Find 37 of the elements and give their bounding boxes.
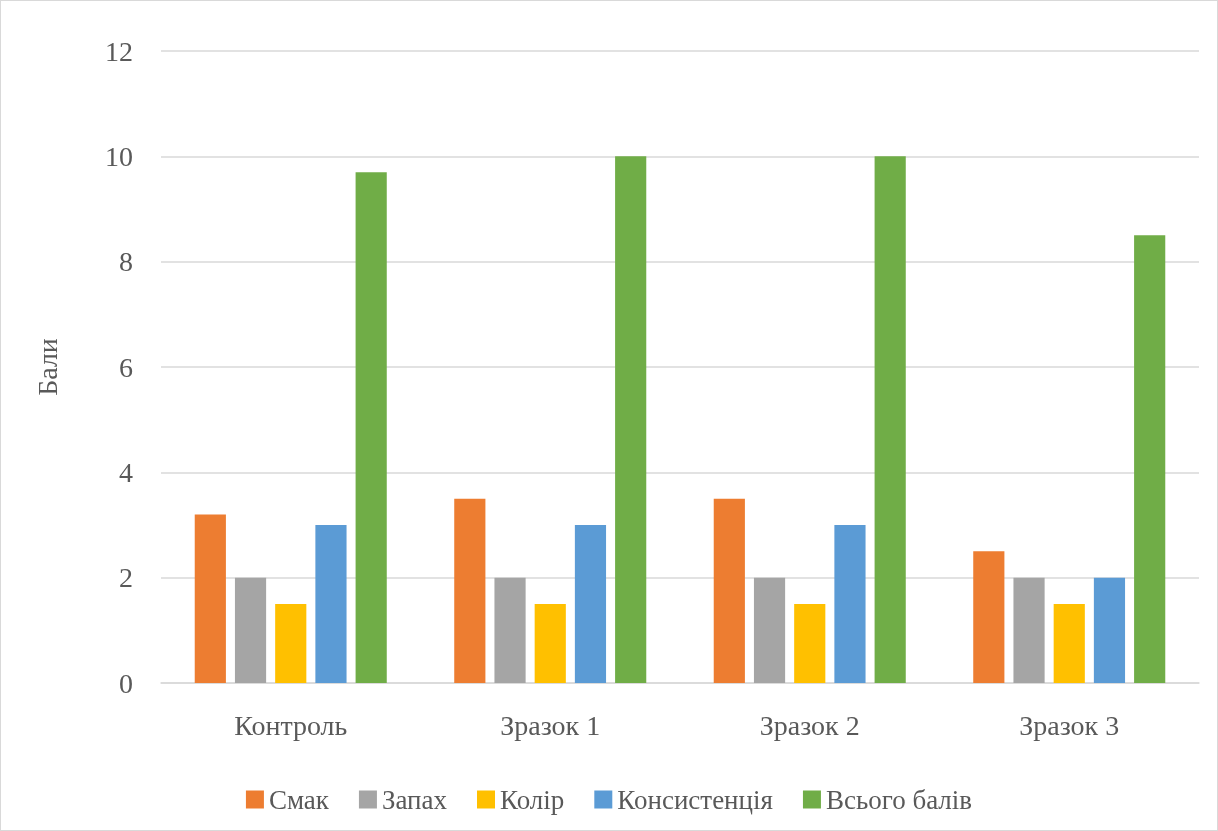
bar bbox=[315, 525, 347, 683]
bar bbox=[355, 172, 387, 683]
y-axis-title: Бали bbox=[31, 338, 63, 396]
bar bbox=[874, 156, 906, 683]
bar bbox=[713, 498, 745, 683]
bar bbox=[834, 525, 866, 683]
bar bbox=[574, 525, 607, 683]
bar bbox=[275, 604, 307, 683]
y-tick-label: 8 bbox=[119, 246, 133, 278]
bar bbox=[753, 577, 786, 683]
y-tick-label: 4 bbox=[119, 456, 133, 488]
bar bbox=[494, 577, 526, 683]
y-tick-label: 10 bbox=[105, 140, 133, 172]
x-tick-label: Зразок 3 bbox=[1019, 709, 1120, 741]
y-tick-label: 2 bbox=[119, 562, 133, 594]
bar bbox=[1093, 577, 1126, 683]
x-tick-label: Зразок 1 bbox=[500, 709, 601, 741]
legend-label: Консистенція bbox=[617, 784, 773, 815]
legend-label: Колір bbox=[500, 784, 565, 815]
y-tick-label: 0 bbox=[119, 667, 133, 699]
y-tick-label: 12 bbox=[105, 35, 133, 67]
bar bbox=[973, 551, 1005, 683]
legend-label: Запах bbox=[381, 784, 448, 815]
legend-label: Всього балів bbox=[825, 784, 973, 815]
bar bbox=[534, 604, 566, 683]
legend-label: Смак bbox=[268, 784, 330, 815]
bar bbox=[794, 604, 826, 683]
y-tick-label: 6 bbox=[119, 351, 133, 383]
x-tick-label: Зразок 2 bbox=[759, 709, 860, 741]
bar bbox=[1053, 604, 1085, 683]
bar bbox=[194, 514, 226, 683]
bar bbox=[234, 577, 267, 683]
bar bbox=[1013, 577, 1045, 683]
x-tick-label: Контроль bbox=[234, 709, 348, 741]
bar bbox=[615, 156, 647, 683]
bar bbox=[1134, 235, 1166, 683]
bar bbox=[454, 498, 486, 683]
